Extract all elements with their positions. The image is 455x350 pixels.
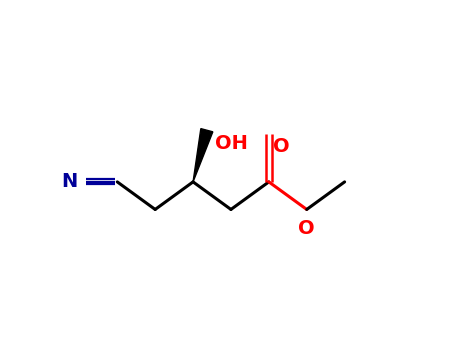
Text: OH: OH xyxy=(216,134,248,153)
Text: N: N xyxy=(61,173,78,191)
Text: O: O xyxy=(273,137,289,156)
Text: O: O xyxy=(298,219,315,238)
Polygon shape xyxy=(193,128,213,182)
